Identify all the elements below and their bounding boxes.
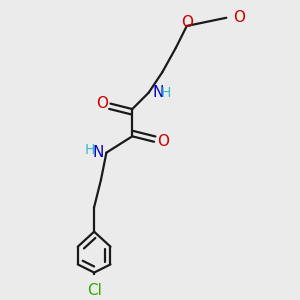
Text: O: O (181, 15, 193, 30)
Text: O: O (96, 96, 108, 111)
Text: N: N (92, 145, 104, 160)
Text: Cl: Cl (87, 284, 102, 298)
Text: N: N (153, 85, 164, 100)
Text: O: O (233, 10, 245, 25)
Text: O: O (157, 134, 169, 149)
Text: H: H (85, 143, 95, 157)
Text: H: H (161, 86, 171, 100)
